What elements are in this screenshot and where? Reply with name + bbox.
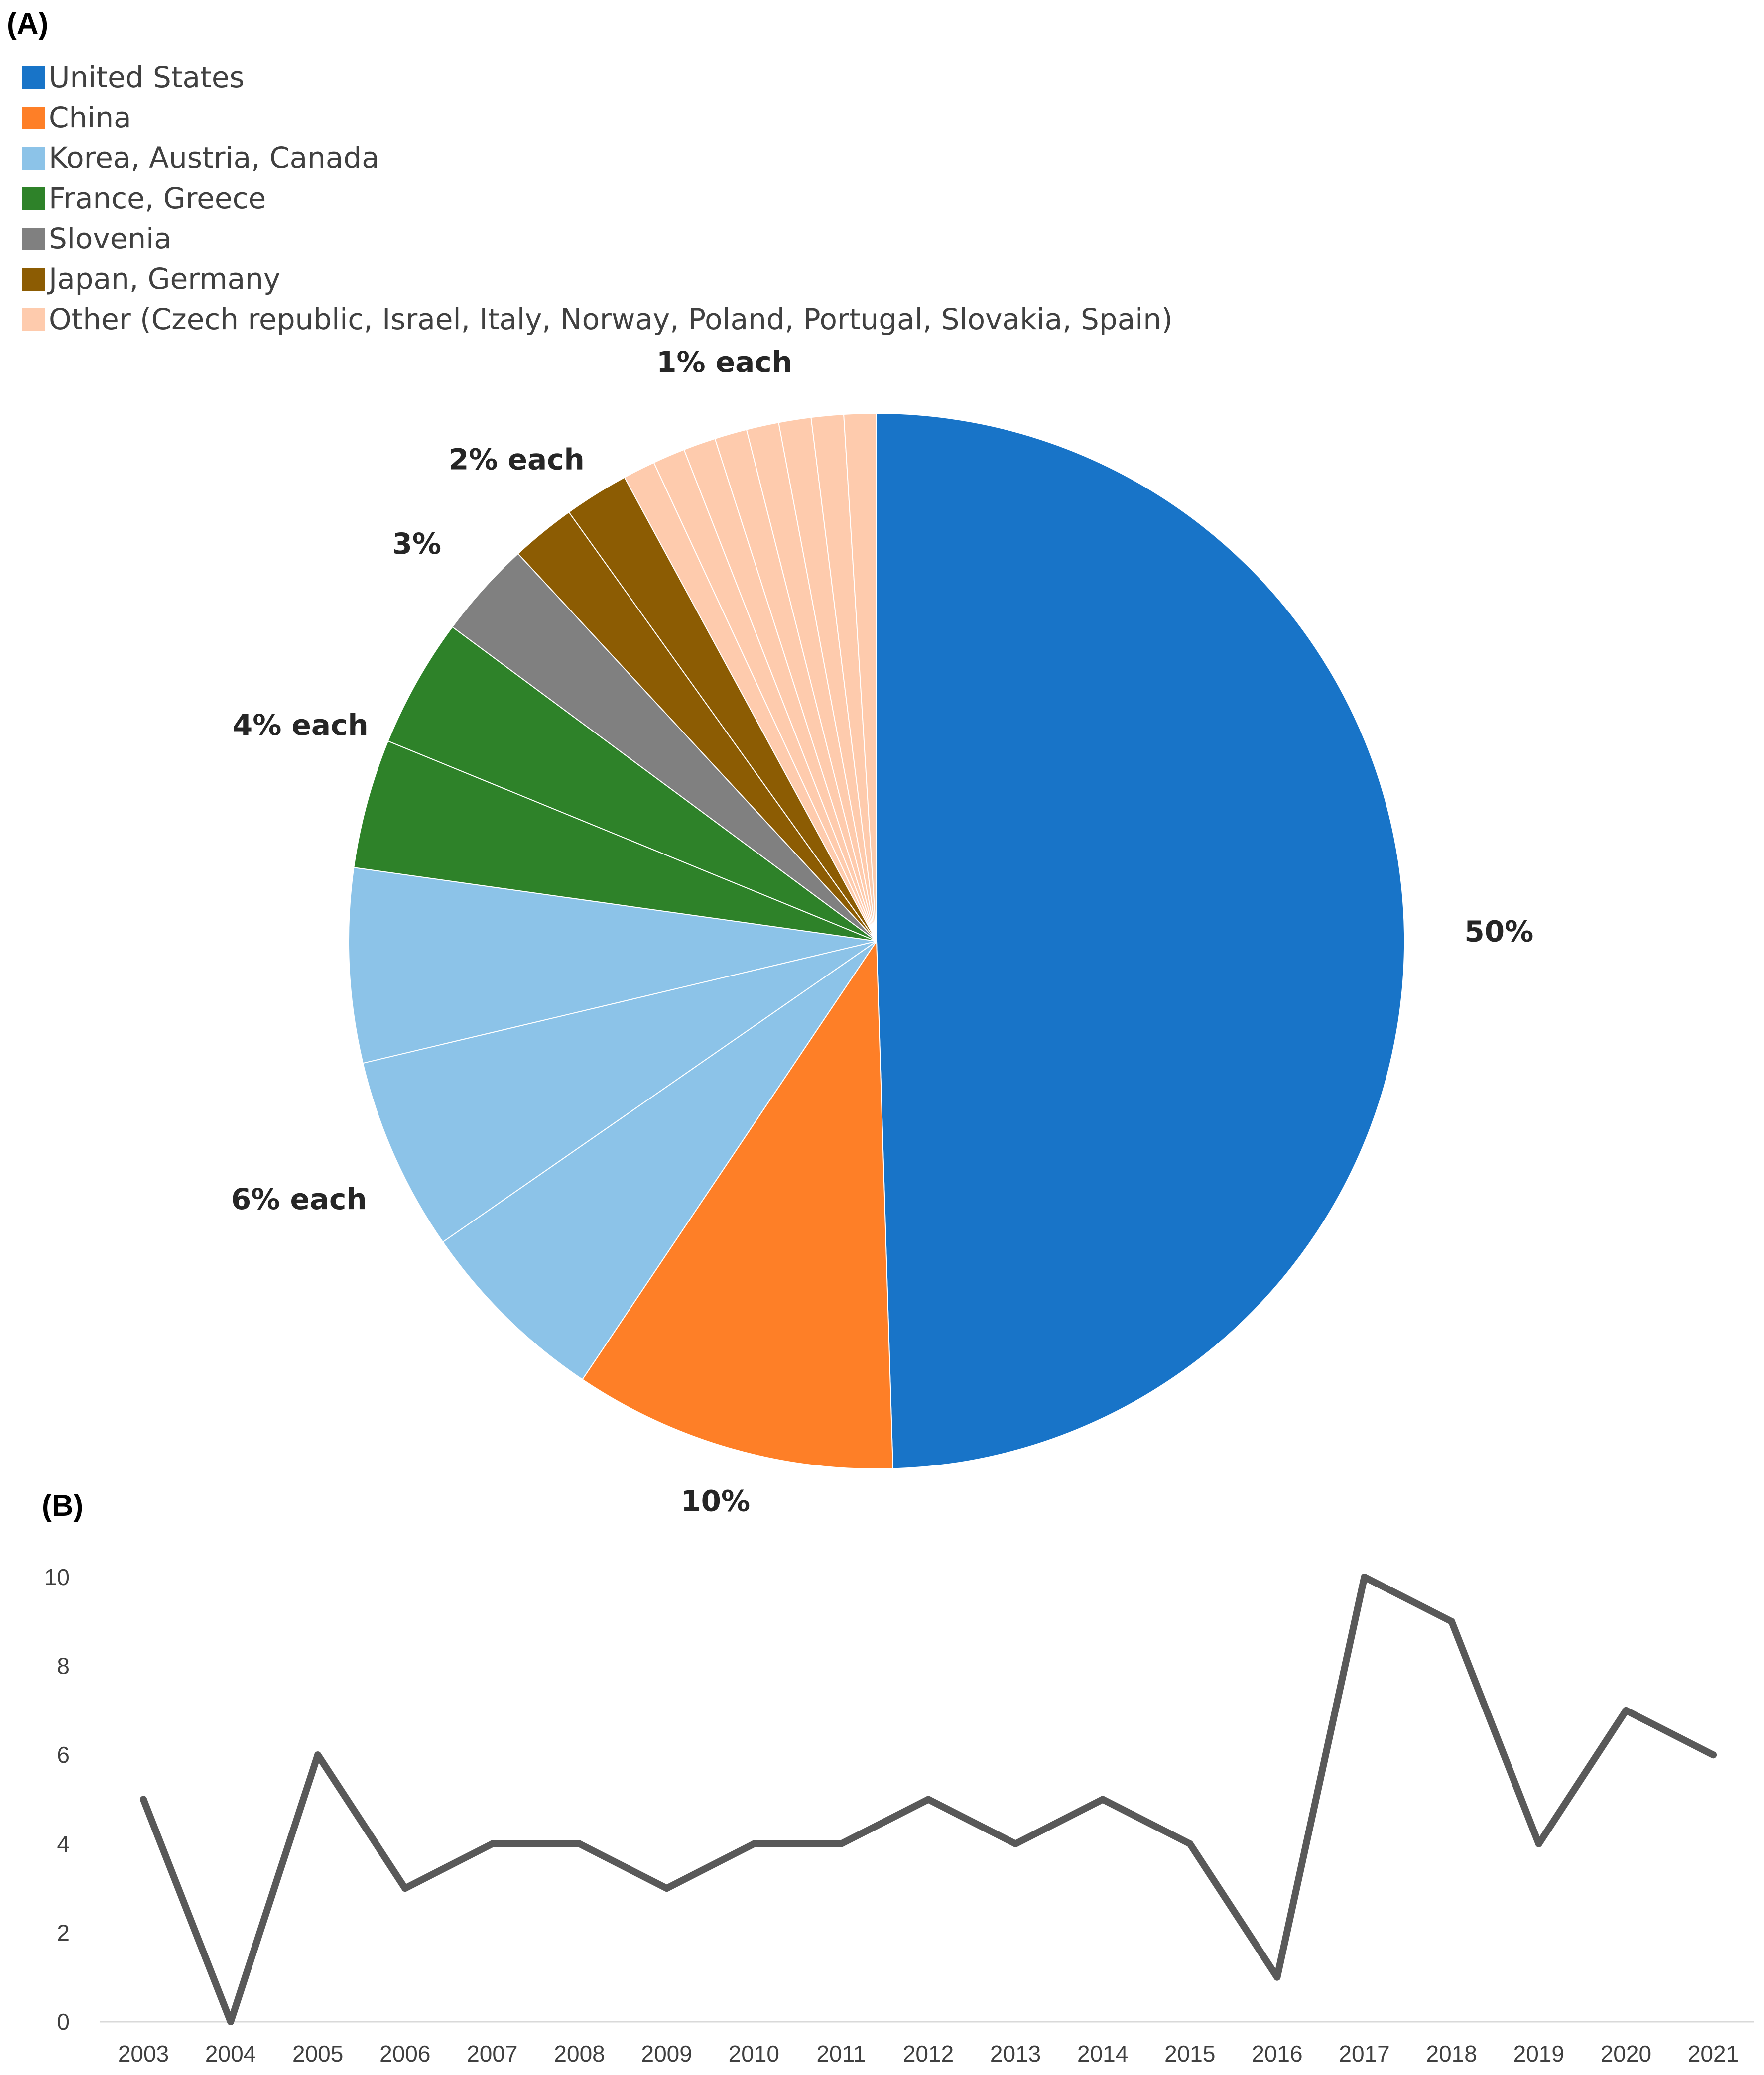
x-tick-label: 2021 xyxy=(1688,2041,1739,2067)
x-tick-label: 2009 xyxy=(641,2041,692,2067)
pie-slice xyxy=(582,941,893,1469)
pie-slice xyxy=(362,941,877,1243)
x-tick-label: 2015 xyxy=(1164,2041,1215,2067)
pie-slice xyxy=(876,413,1405,1469)
pie-data-label: 3% xyxy=(392,527,441,561)
pie-chart xyxy=(348,413,1405,1469)
pie-slice xyxy=(843,413,877,942)
data-point xyxy=(1273,1973,1281,1981)
data-point xyxy=(750,1840,757,1847)
data-point xyxy=(401,1885,409,1892)
data-point xyxy=(1099,1796,1107,1803)
data-point xyxy=(140,1796,147,1803)
data-point xyxy=(1361,1574,1368,1581)
y-tick-label: 8 xyxy=(57,1653,70,1679)
data-point xyxy=(1535,1840,1542,1847)
x-tick-label: 2005 xyxy=(292,2041,343,2067)
x-tick-label: 2019 xyxy=(1513,2041,1564,2067)
legend-entry: United States xyxy=(49,60,245,94)
pie-slice xyxy=(353,740,877,942)
legend-entry: Korea, Austria, Canada xyxy=(49,141,379,175)
x-tick-label: 2014 xyxy=(1077,2041,1128,2067)
x-tick-label: 2006 xyxy=(379,2041,430,2067)
panel-b-label: (B) xyxy=(42,1489,83,1522)
x-tick-label: 2007 xyxy=(467,2041,517,2067)
data-point xyxy=(1186,1840,1194,1847)
y-tick-label: 6 xyxy=(57,1742,70,1768)
data-point xyxy=(227,2018,235,2025)
x-tick-label: 2012 xyxy=(903,2041,954,2067)
pie-data-label: 50% xyxy=(1464,915,1533,949)
line-chart: 0 2 4 6 8 10 2003 2004 2005 2006 2007 2008 2009 2010 2… xyxy=(44,1564,1754,2067)
x-tick-label: 2003 xyxy=(118,2041,169,2067)
x-tick-label: 2016 xyxy=(1252,2041,1302,2067)
legend-entry: Other (Czech republic, Israel, Italy, No… xyxy=(49,302,1173,336)
pie-data-label: 10% xyxy=(681,1484,750,1518)
panel-a-label: (A) xyxy=(7,7,48,40)
legend-swatch xyxy=(22,308,45,331)
data-point xyxy=(1448,1618,1455,1625)
pie-data-label: 2% each xyxy=(449,442,585,476)
y-tick-label: 10 xyxy=(44,1564,70,1590)
pie-legend: United States China Korea, Austria, Canada… xyxy=(22,60,1173,336)
y-tick-label: 0 xyxy=(57,2009,70,2035)
x-tick-label: 2004 xyxy=(205,2041,256,2067)
legend-swatch xyxy=(22,228,45,250)
data-point xyxy=(1012,1840,1019,1847)
pie-data-label: 4% each xyxy=(233,708,369,742)
x-tick-label: 2020 xyxy=(1601,2041,1651,2067)
pie-data-label: 1% each xyxy=(656,345,792,379)
x-tick-label: 2010 xyxy=(729,2041,779,2067)
pie-labels: 50% 10% 6% each 4% each 3% 2% each 1% each xyxy=(231,345,1533,1518)
legend-swatch xyxy=(22,268,45,291)
x-tick-label: 2018 xyxy=(1426,2041,1477,2067)
x-tick-label: 2011 xyxy=(816,2041,866,2067)
data-point xyxy=(1710,1751,1717,1759)
legend-swatch xyxy=(22,66,45,89)
legend-entry: Japan, Germany xyxy=(47,262,280,296)
data-point xyxy=(1622,1707,1630,1714)
x-tick-label: 2008 xyxy=(554,2041,605,2067)
y-tick-label: 4 xyxy=(57,1831,70,1857)
data-point xyxy=(925,1796,932,1803)
data-point xyxy=(314,1751,322,1759)
legend-entry: Slovenia xyxy=(49,222,172,255)
data-point xyxy=(663,1885,670,1892)
y-tick-label: 2 xyxy=(57,1920,70,1946)
legend-swatch xyxy=(22,147,45,170)
legend-entry: China xyxy=(49,101,131,134)
legend-swatch xyxy=(22,107,45,129)
pie-slice xyxy=(387,626,877,942)
x-tick-label: 2017 xyxy=(1339,2041,1389,2067)
data-point xyxy=(837,1840,845,1847)
data-point xyxy=(576,1840,583,1847)
pie-slice xyxy=(442,941,877,1380)
data-point xyxy=(489,1840,496,1847)
legend-swatch xyxy=(22,187,45,210)
pie-data-label: 6% each xyxy=(231,1182,367,1216)
pie-slice xyxy=(348,867,877,1064)
legend-entry: France, Greece xyxy=(49,181,266,215)
x-tick-label: 2013 xyxy=(990,2041,1041,2067)
